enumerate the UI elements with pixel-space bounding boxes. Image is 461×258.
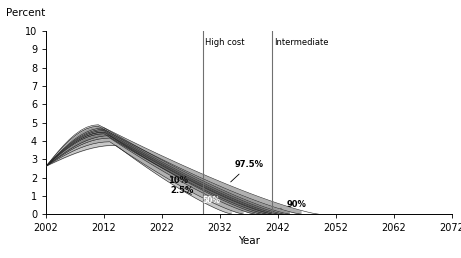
Text: 97.5%: 97.5% (230, 160, 263, 182)
Text: 90%: 90% (281, 200, 307, 209)
Text: 10%: 10% (168, 176, 188, 189)
Text: Intermediate: Intermediate (274, 38, 329, 47)
Text: Percent: Percent (6, 8, 45, 18)
Text: 2.5%: 2.5% (171, 186, 194, 195)
Text: 50%: 50% (202, 196, 220, 205)
Text: High cost: High cost (205, 38, 244, 47)
X-axis label: Year: Year (238, 236, 260, 246)
